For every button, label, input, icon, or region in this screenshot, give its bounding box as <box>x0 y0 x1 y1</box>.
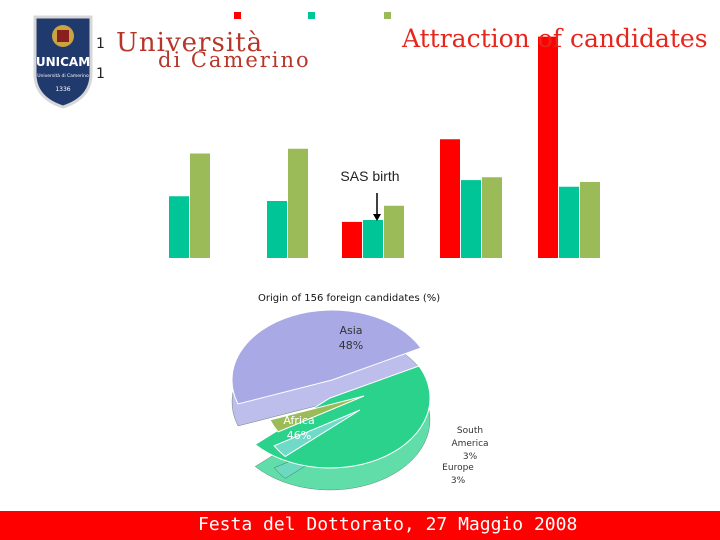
bar <box>559 186 579 258</box>
legend-swatch <box>234 12 241 19</box>
bar <box>440 139 460 258</box>
pie-label: Europe 3% <box>442 463 474 486</box>
pie-label: Asia 48% <box>339 324 363 352</box>
shield-subtext: Università di Camerino <box>37 72 89 79</box>
university-name-line1: Università <box>116 28 264 58</box>
pie-label: South America 3% <box>451 426 488 462</box>
bar-chart: SAS birth <box>169 12 600 259</box>
legend <box>234 12 391 19</box>
axis-fragment: 1 <box>96 66 105 82</box>
bar <box>384 205 404 258</box>
bar <box>580 182 600 258</box>
bar <box>363 220 383 258</box>
footer-text: Festa del Dottorato, 27 Maggio 2008 <box>198 514 578 535</box>
unicam-logo: UNICAM Università di Camerino 1336 <box>33 15 93 109</box>
bar-series-group <box>169 36 600 259</box>
shield-text: UNICAM <box>36 55 90 69</box>
sas-birth-annotation: SAS birth <box>340 168 399 184</box>
axis-fragment: 1 <box>96 36 105 52</box>
legend-swatch <box>384 12 391 19</box>
pie-slice <box>231 309 422 405</box>
pie-slice <box>273 409 361 458</box>
bar <box>482 177 502 258</box>
pie-slices <box>231 309 431 469</box>
legend-swatch <box>308 12 315 19</box>
footer-bar <box>0 511 720 540</box>
annotation-arrowhead <box>373 214 381 221</box>
bar <box>461 180 481 258</box>
pie-chart: Asia 48% Africa 46% South America 3%Europe 3% <box>231 309 489 491</box>
pie-title: Origin of 156 foreign candidates (%) <box>258 293 441 304</box>
bar <box>267 201 287 258</box>
bar <box>288 148 308 258</box>
bar <box>190 153 210 258</box>
bar <box>538 36 558 259</box>
pie-slice <box>269 395 365 433</box>
university-name-line2: di Camerino <box>158 48 311 72</box>
pie-labels: Asia 48% Africa 46% South America 3%Europe 3% <box>283 324 488 486</box>
shield-year: 1336 <box>55 86 70 93</box>
bar <box>342 221 362 258</box>
slide-title: Attraction of candidates <box>402 24 708 53</box>
pie-label: Africa 46% <box>283 414 314 442</box>
bar <box>169 196 189 258</box>
